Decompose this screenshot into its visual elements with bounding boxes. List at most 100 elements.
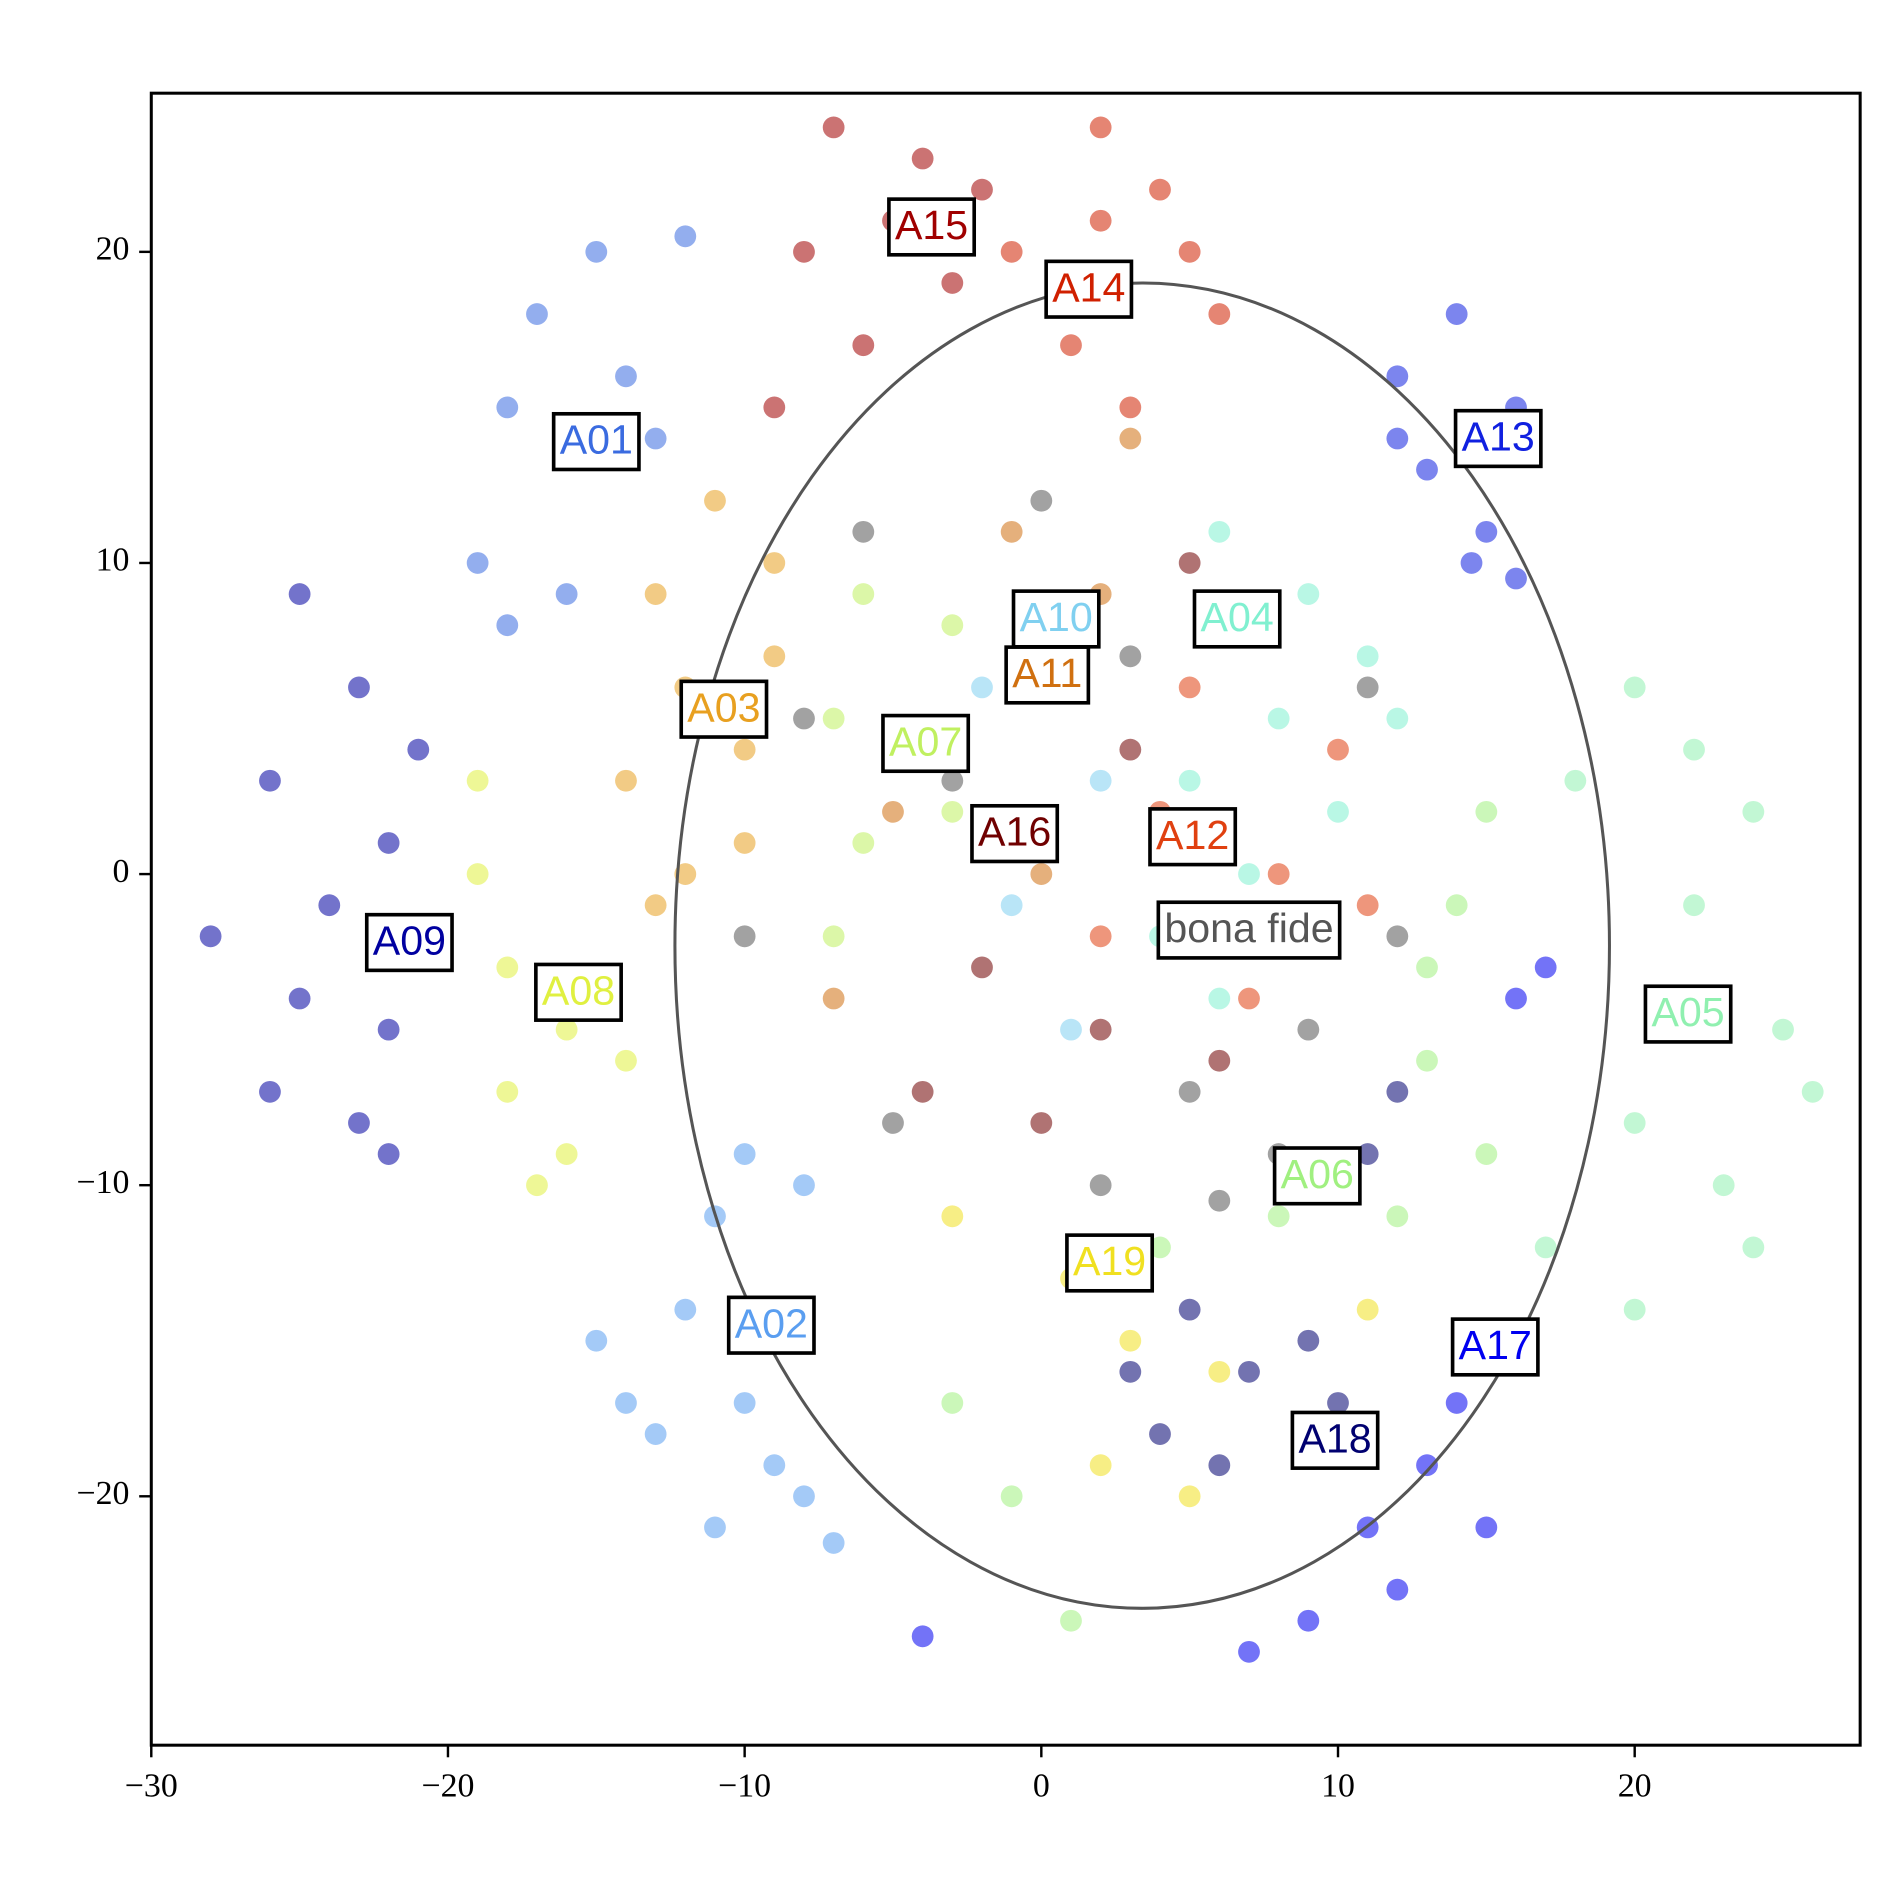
label-text: A01	[560, 417, 633, 463]
point	[733, 1392, 756, 1414]
x-tick-label: 0	[1033, 1768, 1050, 1805]
point	[1386, 925, 1409, 948]
point	[1089, 769, 1112, 792]
point	[1623, 676, 1646, 699]
point	[1742, 1236, 1765, 1259]
plot-frame	[149, 91, 1862, 1747]
point	[852, 832, 875, 854]
point	[318, 894, 341, 917]
label-box	[364, 912, 454, 973]
label-text: A02	[735, 1300, 808, 1346]
point	[466, 863, 489, 885]
point	[377, 832, 400, 854]
x-tick-label: −10	[718, 1768, 771, 1805]
point	[763, 552, 786, 574]
point	[1683, 738, 1705, 761]
point	[348, 1112, 370, 1134]
point	[1208, 520, 1231, 543]
point	[1386, 707, 1409, 730]
point	[1564, 769, 1587, 792]
point	[1178, 1485, 1201, 1508]
label-box	[1148, 807, 1238, 867]
point	[1238, 987, 1260, 1010]
point	[1416, 1454, 1438, 1477]
point	[1475, 1516, 1498, 1539]
point	[1000, 520, 1023, 543]
label-text: A16	[978, 809, 1051, 855]
label-text: A10	[1020, 594, 1093, 640]
point	[1119, 1360, 1142, 1383]
point	[941, 1205, 964, 1228]
axes: −30 −20 −10 0 10 20 −20 −10 0 10 20	[77, 91, 1862, 1805]
point	[348, 676, 370, 699]
point	[1416, 458, 1438, 481]
point	[496, 396, 519, 419]
point	[199, 925, 222, 948]
label-box	[970, 803, 1060, 864]
point	[615, 1049, 637, 1072]
label-box	[534, 962, 623, 1022]
point	[704, 489, 726, 512]
point	[1238, 863, 1260, 885]
point	[555, 583, 578, 605]
point	[585, 240, 608, 263]
point	[1208, 303, 1231, 325]
point	[1712, 1174, 1735, 1197]
point	[1475, 520, 1498, 543]
label-box	[1290, 1410, 1380, 1470]
point	[1119, 738, 1142, 761]
point	[615, 769, 637, 792]
label-box	[1272, 1146, 1362, 1206]
label-text: bona fide	[1164, 905, 1333, 951]
point	[1356, 1298, 1379, 1321]
point	[822, 987, 845, 1010]
point	[1208, 1454, 1231, 1477]
point	[1445, 1392, 1468, 1414]
label-text: A06	[1281, 1151, 1354, 1197]
point	[555, 1143, 578, 1165]
point	[793, 240, 815, 263]
label-text: A12	[1156, 812, 1229, 858]
point	[763, 645, 786, 668]
point	[971, 956, 993, 979]
label-box	[1156, 900, 1342, 960]
point	[1119, 427, 1142, 450]
point	[822, 1532, 845, 1554]
point	[1208, 1360, 1231, 1383]
label-text: A04	[1201, 594, 1274, 640]
label-box	[1004, 645, 1091, 705]
point	[1060, 1609, 1082, 1632]
point	[1030, 1112, 1053, 1134]
label-text: A15	[895, 202, 968, 248]
point	[1149, 1423, 1171, 1445]
point	[941, 614, 964, 637]
point	[1149, 178, 1171, 201]
point	[1267, 863, 1290, 885]
label-box	[726, 1295, 816, 1355]
point	[1416, 956, 1438, 979]
point	[793, 1485, 815, 1508]
point	[1327, 800, 1349, 823]
point	[259, 1080, 281, 1103]
label-text: A19	[1073, 1238, 1146, 1284]
point	[1460, 552, 1483, 574]
point	[259, 769, 281, 792]
point	[674, 863, 697, 885]
label-text: A05	[1651, 989, 1724, 1035]
point	[1445, 894, 1468, 917]
point	[763, 396, 786, 419]
point	[1356, 894, 1379, 917]
point	[1119, 1329, 1142, 1352]
point	[1178, 552, 1201, 574]
point	[1534, 956, 1557, 979]
point	[1356, 1143, 1379, 1165]
y-tick-label: 20	[96, 231, 130, 268]
point	[1119, 396, 1142, 419]
point	[911, 1080, 934, 1103]
point	[1238, 1640, 1260, 1663]
point	[377, 1143, 400, 1165]
point	[407, 738, 430, 761]
label-box	[1044, 259, 1134, 319]
point	[1089, 1174, 1112, 1197]
point	[1683, 894, 1705, 917]
